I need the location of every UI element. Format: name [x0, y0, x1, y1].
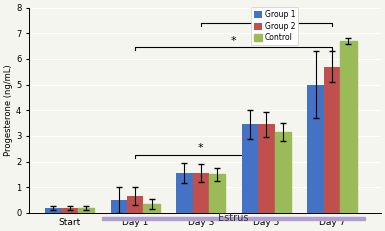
Bar	[275, 132, 291, 213]
Bar	[78, 208, 94, 213]
Text: *: *	[198, 143, 204, 153]
Bar	[308, 85, 324, 213]
Legend: Group 1, Group 2, Control: Group 1, Group 2, Control	[251, 7, 298, 45]
Bar	[143, 204, 160, 213]
Bar	[110, 200, 127, 213]
Text: *: *	[264, 11, 269, 21]
Text: *: *	[231, 36, 236, 46]
Text: Estrus: Estrus	[218, 213, 249, 223]
Y-axis label: Progesterone (ng/mL): Progesterone (ng/mL)	[4, 64, 13, 156]
Bar	[340, 41, 357, 213]
Bar	[242, 125, 258, 213]
FancyBboxPatch shape	[102, 217, 365, 220]
Bar	[209, 174, 225, 213]
Bar	[61, 208, 78, 213]
Bar	[127, 196, 143, 213]
Bar	[324, 67, 340, 213]
Bar	[176, 173, 192, 213]
Bar	[45, 208, 61, 213]
Bar	[258, 125, 275, 213]
Bar	[192, 173, 209, 213]
